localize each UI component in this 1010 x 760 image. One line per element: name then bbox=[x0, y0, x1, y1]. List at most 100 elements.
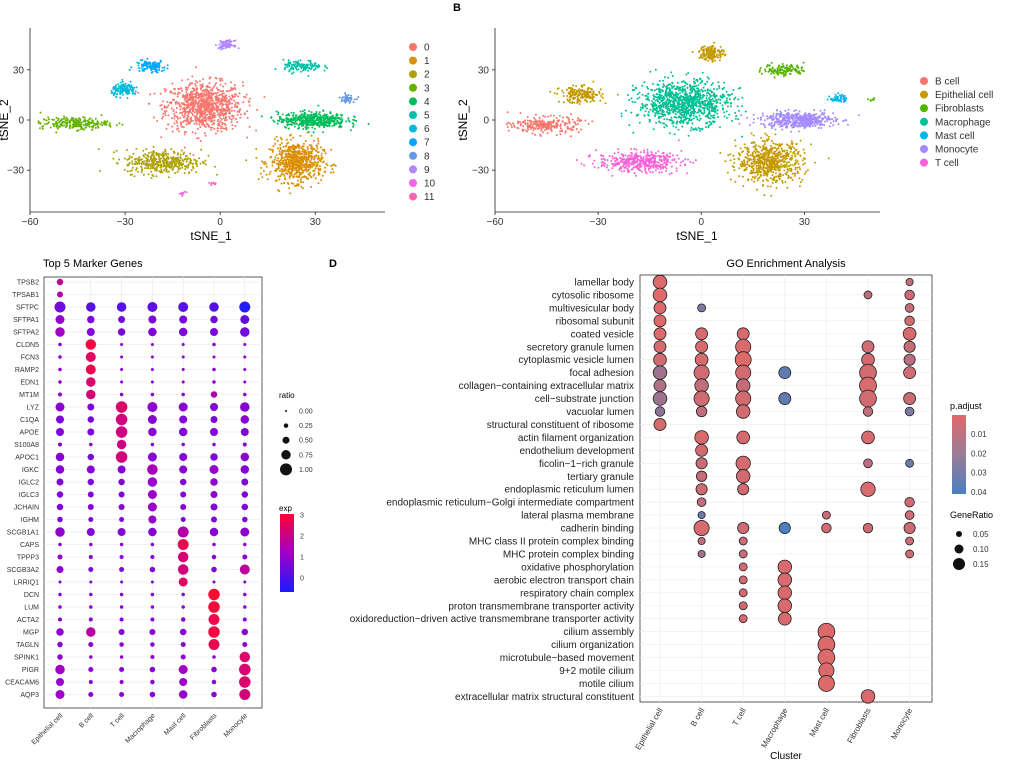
tsne-a-point bbox=[221, 122, 224, 125]
tsne-b-point bbox=[803, 162, 806, 165]
tsne-b-point bbox=[707, 92, 710, 95]
tsne-a-point bbox=[278, 190, 281, 193]
tsne-a-point bbox=[315, 113, 318, 116]
tsne-a-point bbox=[151, 163, 154, 166]
tsne-a-point bbox=[341, 96, 344, 99]
tsne-b-point bbox=[774, 167, 776, 170]
tsne-a-point bbox=[333, 163, 336, 166]
tsne-b-point bbox=[800, 181, 802, 184]
tsne-b-point bbox=[689, 98, 692, 101]
tsne-a-point bbox=[219, 79, 222, 82]
tsne-b-point bbox=[707, 126, 710, 129]
tsne-a-legend-key bbox=[409, 124, 417, 133]
tsne-a-point bbox=[298, 147, 300, 149]
tsne-b-point bbox=[787, 177, 790, 179]
tsne-a-point bbox=[323, 150, 326, 153]
tsne-a-point bbox=[292, 157, 295, 159]
tsne-a-point bbox=[186, 101, 189, 104]
tsne-b-point bbox=[638, 91, 641, 94]
tsne-a-point bbox=[75, 121, 78, 124]
tsne-a-point bbox=[297, 68, 300, 71]
tsne-a-point bbox=[183, 113, 186, 116]
tsne-a-point bbox=[91, 129, 93, 131]
tsne-a-point bbox=[311, 63, 314, 66]
tsne-b-point bbox=[782, 154, 785, 157]
tsne-a-point bbox=[310, 151, 313, 153]
tsne-b-point bbox=[713, 100, 716, 103]
tsne-a-point bbox=[167, 114, 170, 117]
tsne-b-point bbox=[632, 131, 635, 134]
tsne-b-point bbox=[717, 116, 720, 118]
tsne-a-point bbox=[172, 98, 175, 101]
tsne-a-point bbox=[302, 124, 305, 127]
tsne-a-point bbox=[316, 123, 319, 126]
tsne-b-point bbox=[592, 80, 595, 83]
tsne-a-point bbox=[200, 92, 203, 95]
tsne-a-point bbox=[262, 161, 265, 164]
tsne-a-point bbox=[208, 112, 211, 115]
tsne-a-point bbox=[278, 115, 281, 118]
tsne-b-point bbox=[658, 79, 661, 82]
tsne-a-point bbox=[334, 116, 337, 119]
tsne-a-point bbox=[205, 93, 208, 96]
tsne-a-point bbox=[209, 95, 212, 98]
tsne-b-point bbox=[695, 101, 698, 104]
tsne-a-point bbox=[209, 91, 212, 94]
tsne-a-point bbox=[225, 41, 228, 43]
tsne-a-point bbox=[298, 159, 301, 162]
tsne-a-point bbox=[65, 117, 68, 120]
tsne-a-point bbox=[347, 94, 350, 96]
tsne-a-point bbox=[117, 85, 120, 88]
tsne-a-point bbox=[248, 104, 251, 107]
tsne-b-point bbox=[785, 143, 788, 146]
tsne-a-point bbox=[278, 178, 281, 181]
tsne-b-point bbox=[700, 88, 703, 91]
tsne-a-point bbox=[314, 119, 317, 122]
tsne-a-point bbox=[99, 169, 101, 172]
tsne-a-point bbox=[112, 86, 115, 89]
tsne-b-point bbox=[733, 162, 736, 164]
tsne-a-point bbox=[319, 114, 322, 117]
tsne-b-point bbox=[788, 161, 790, 164]
tsne-a-point bbox=[299, 178, 302, 181]
tsne-b-point bbox=[579, 96, 582, 99]
tsne-b-point bbox=[792, 164, 795, 167]
tsne-a-point bbox=[256, 108, 259, 111]
tsne-b-point bbox=[786, 171, 789, 174]
tsne-b-point bbox=[688, 92, 691, 95]
tsne-b-point bbox=[699, 78, 702, 81]
tsne-a-point bbox=[289, 138, 292, 141]
tsne-b-point bbox=[746, 161, 749, 164]
tsne-a-point bbox=[126, 149, 128, 151]
tsne-a-point bbox=[273, 158, 276, 161]
tsne-a-point bbox=[64, 126, 67, 129]
tsne-a-point bbox=[57, 117, 60, 120]
tsne-b-point bbox=[717, 98, 720, 101]
tsne-b-point bbox=[744, 146, 747, 149]
tsne-a-point bbox=[157, 154, 160, 157]
tsne-a-point bbox=[231, 102, 234, 105]
tsne-b-point bbox=[679, 88, 681, 91]
tsne-a-point bbox=[214, 44, 217, 47]
tsne-a-point bbox=[323, 122, 326, 125]
tsne-a-point bbox=[101, 124, 104, 127]
tsne-a-point bbox=[341, 118, 344, 121]
tsne-a-point bbox=[326, 117, 329, 120]
tsne-b-point bbox=[785, 152, 788, 155]
tsne-a-point bbox=[329, 121, 332, 124]
tsne-b-point bbox=[654, 68, 657, 71]
tsne-a-point bbox=[115, 84, 118, 87]
tsne-b-point bbox=[738, 109, 740, 112]
tsne-b-point bbox=[683, 113, 686, 116]
tsne-b-point bbox=[699, 82, 702, 84]
tsne-a-point bbox=[303, 117, 306, 119]
tsne-a-point bbox=[230, 121, 233, 124]
tsne-b-point bbox=[590, 87, 592, 90]
tsne-a-point bbox=[167, 170, 170, 173]
tsne-b-point bbox=[702, 93, 705, 96]
tsne-a-point bbox=[292, 67, 294, 70]
tsne-b-point bbox=[573, 91, 576, 93]
tsne-a-point bbox=[167, 104, 170, 107]
tsne-b-point bbox=[676, 81, 679, 84]
tsne-a-legend-label: 8 bbox=[424, 151, 430, 162]
